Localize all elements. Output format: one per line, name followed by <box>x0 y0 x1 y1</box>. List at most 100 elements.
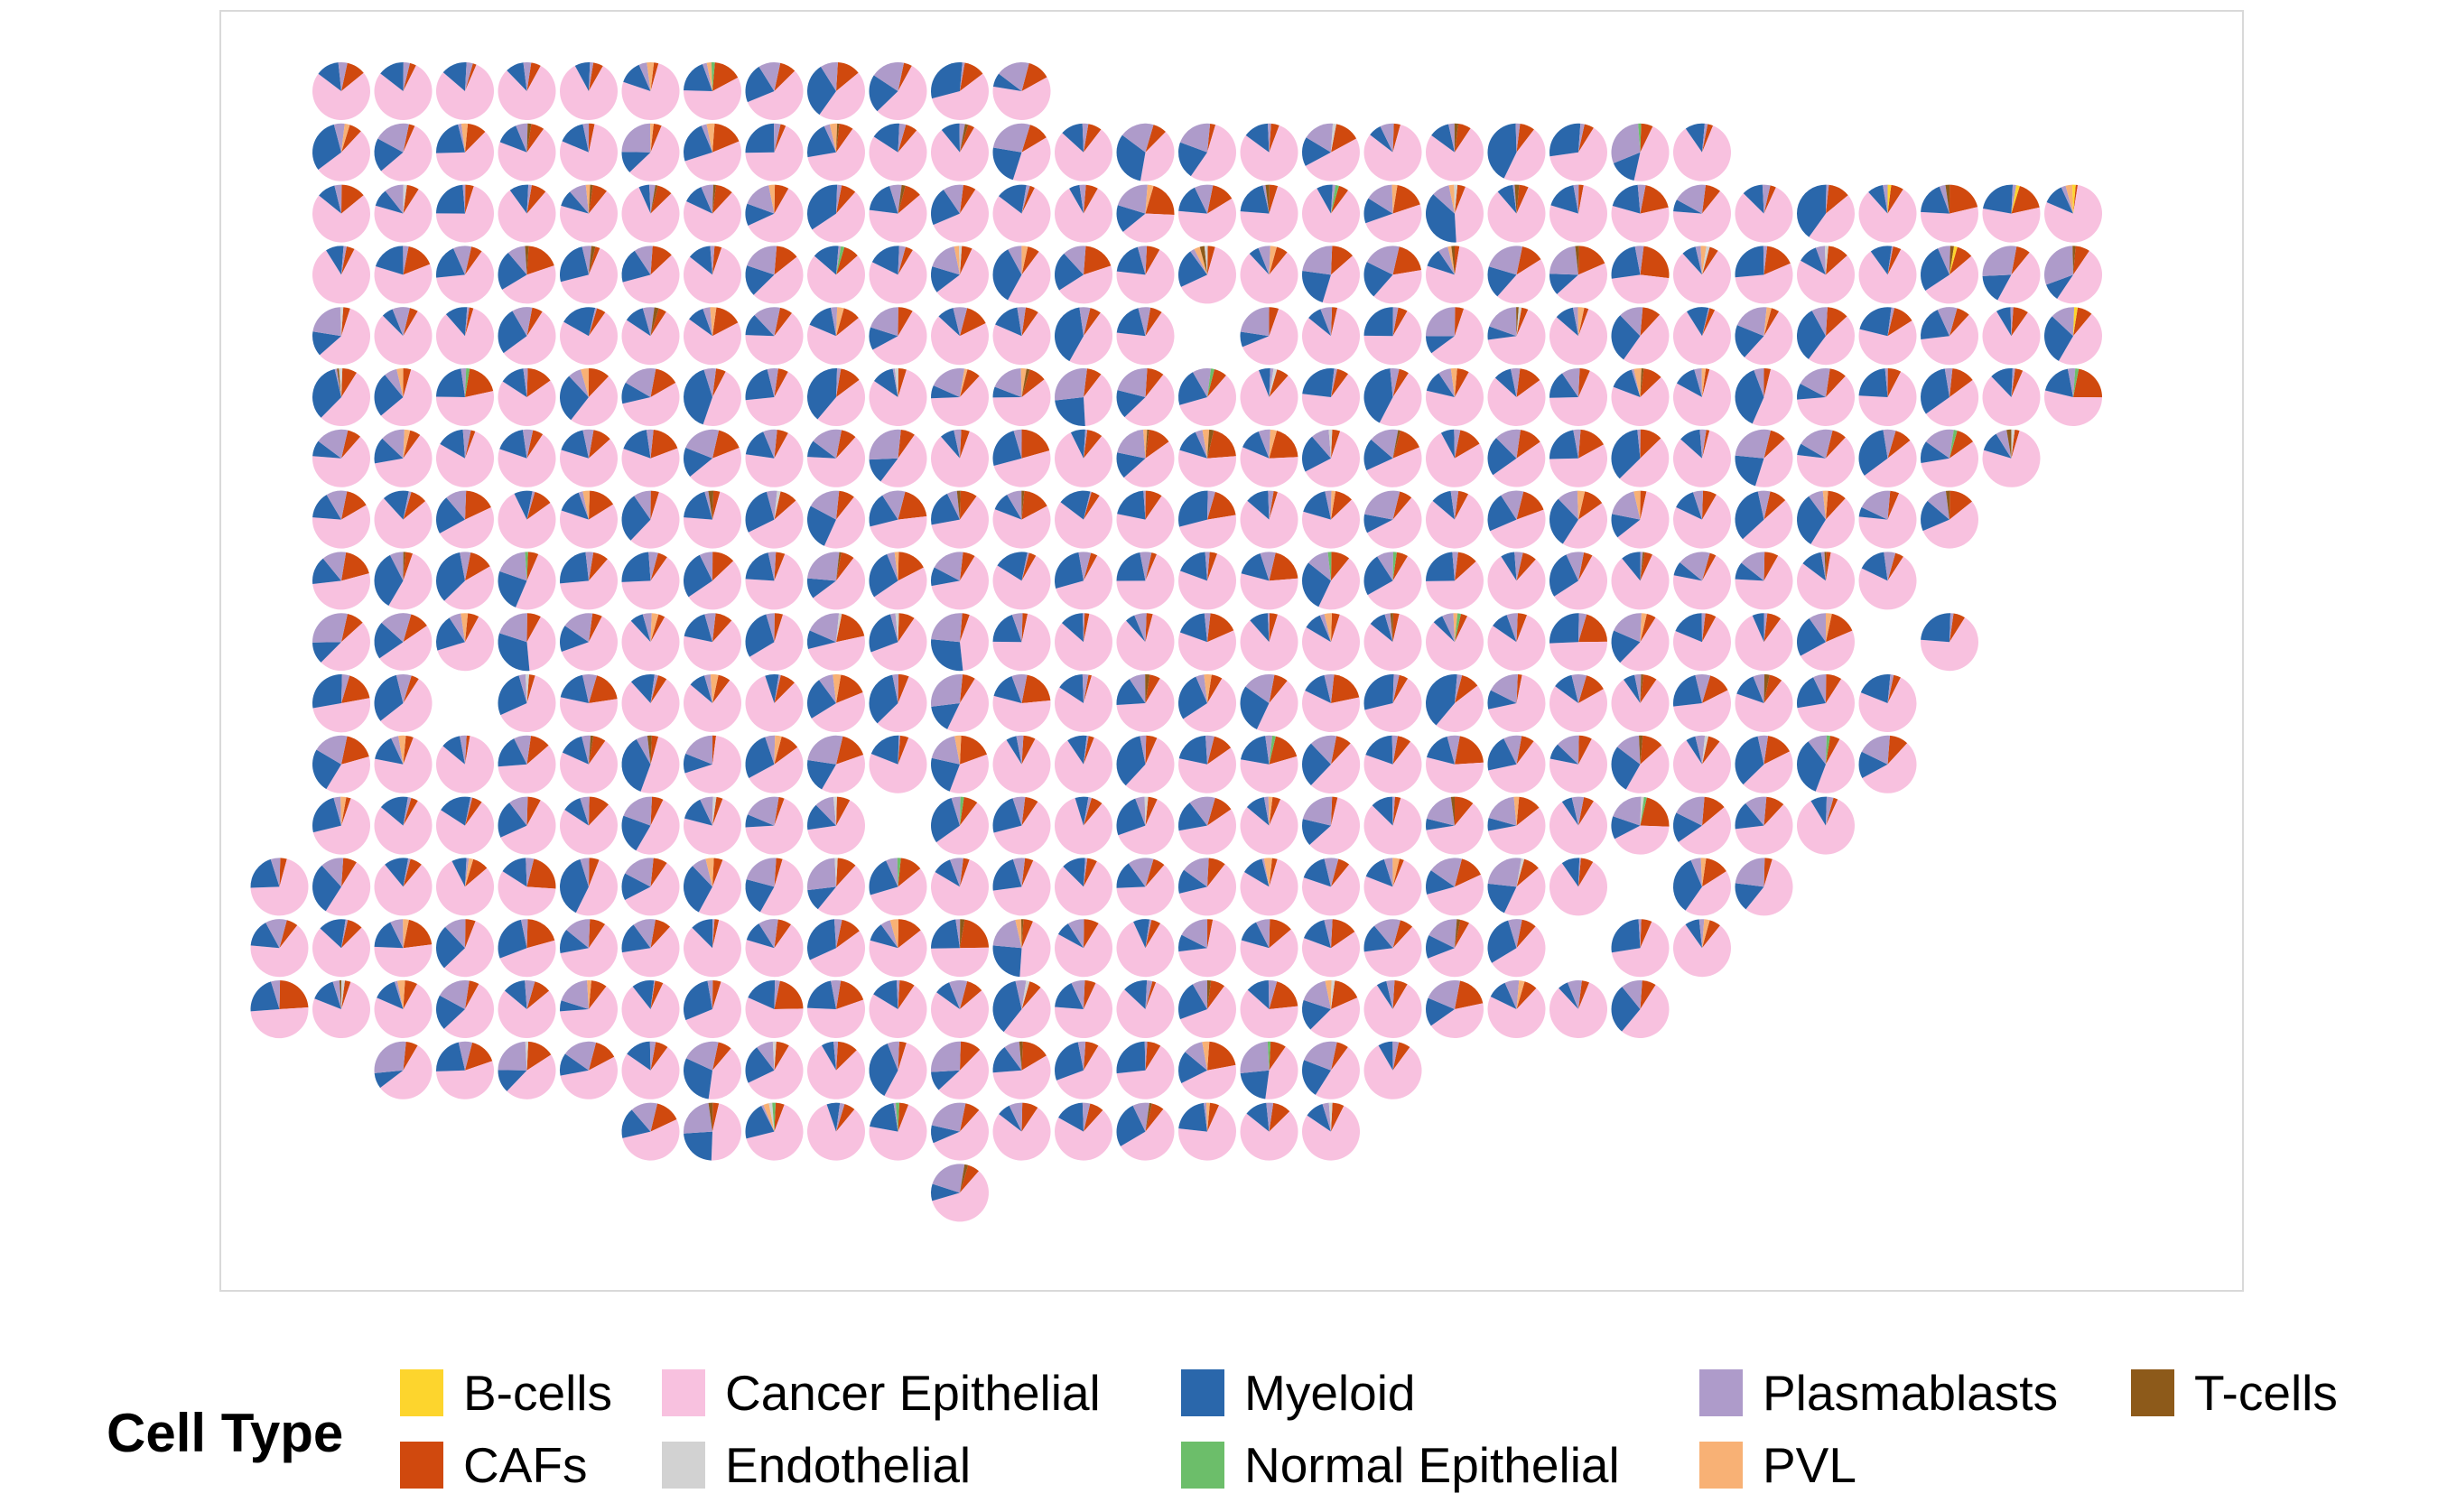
pie-slice-cafs <box>341 675 370 703</box>
pie-slice-cafs <box>1826 430 1846 459</box>
spot-pie <box>992 246 1051 304</box>
pie-slice-myeloid <box>995 307 1022 337</box>
pie-slice-cafs <box>774 674 795 703</box>
pie-slice-cancer-epithelial <box>931 947 990 978</box>
pie-slice-myeloid <box>1246 1102 1270 1132</box>
pie-slice-myeloid <box>1006 736 1022 765</box>
pie-slice-myeloid <box>689 309 712 337</box>
pie-slice-myeloid <box>561 492 589 520</box>
pie-slice-cafs <box>465 980 479 1009</box>
spot-pie <box>1982 429 2041 487</box>
pie-slice-cancer-epithelial <box>812 191 865 243</box>
pie-slice-cancer-epithelial <box>1549 801 1607 855</box>
pie-slice-cafs <box>712 62 739 91</box>
pie-slice-cafs <box>526 613 541 643</box>
spot-pie <box>435 307 494 366</box>
pie-slice-plasmablasts <box>509 796 528 826</box>
pie-slice-cancer-epithelial <box>443 983 495 1039</box>
pie-slice-cafs <box>403 62 416 91</box>
pie-slice-normal-epithelial <box>1826 735 1830 765</box>
pie-slice-plasmablasts <box>1637 429 1641 459</box>
pie-slice-plasmablasts <box>1320 307 1333 337</box>
pie-slice-cancer-epithelial <box>1373 270 1422 304</box>
pie-slice-cafs <box>1021 1041 1047 1071</box>
pie-slice-cancer-epithelial <box>1054 675 1112 732</box>
pie-slice-cafs <box>1331 736 1351 765</box>
pie-slice-myeloid <box>621 382 651 404</box>
pie-slice-plasmablasts <box>1132 1102 1149 1132</box>
pie-slice-cancer-epithelial <box>1240 756 1298 793</box>
pie-slice-cancer-epithelial <box>690 447 741 487</box>
pie-slice-cafs <box>1021 674 1051 703</box>
pie-slice-cafs <box>403 246 431 275</box>
pie-slice-cancer-epithelial <box>622 255 680 304</box>
spot-pie <box>930 858 989 916</box>
spot-pie <box>1797 307 1855 366</box>
spot-pie <box>1240 246 1298 304</box>
pie-slice-cancer-epithelial <box>498 380 556 427</box>
spot-pie <box>1054 246 1113 304</box>
legend-item-t-cells: T-cells <box>2131 1365 2338 1421</box>
pie-slice-myeloid <box>374 138 404 172</box>
pie-slice-cafs <box>650 614 665 643</box>
spot-pie <box>931 490 990 549</box>
pie-slice-t-cells <box>960 124 969 153</box>
spot-pie <box>1301 1041 1360 1099</box>
pie-slice-plasmablasts <box>1079 307 1091 337</box>
pie-slice-myeloid <box>1433 616 1455 643</box>
spot-pie <box>559 735 618 793</box>
pie-slice-pvl <box>1268 796 1273 826</box>
pie-slice-plasmablasts <box>1757 490 1771 520</box>
pie-slice-cancer-epithelial <box>1455 186 1484 243</box>
spot-pie <box>374 796 433 855</box>
pie-slice-cafs <box>1702 246 1718 275</box>
spot-pie <box>374 674 433 733</box>
legend-swatch-cafs <box>400 1442 443 1489</box>
pie-slice-cancer-epithelial <box>629 125 680 181</box>
pie-slice-cancer-epithelial <box>1116 982 1175 1038</box>
pie-slice-myeloid <box>1306 615 1331 643</box>
pie-slice-plasmablasts <box>1192 368 1212 397</box>
spot-pie <box>869 552 927 610</box>
pie-slice-plasmablasts <box>642 307 655 337</box>
pie-slice-myeloid <box>1116 1105 1146 1146</box>
pie-slice-myeloid <box>374 438 404 464</box>
spot-pie <box>1054 796 1112 855</box>
pie-slice-cafs <box>1455 796 1474 826</box>
pie-slice-myeloid <box>1673 561 1702 581</box>
pie-slice-plasmablasts <box>1883 184 1888 214</box>
pie-slice-pvl <box>1763 307 1772 337</box>
spot-pie <box>683 552 741 610</box>
spot-pie <box>436 1041 495 1099</box>
pie-slice-cafs <box>1392 980 1408 1009</box>
pie-slice-plasmablasts <box>1082 123 1089 153</box>
pie-slice-cafs <box>1392 368 1409 397</box>
pie-slice-plasmablasts <box>465 797 473 826</box>
pie-slice-myeloid <box>807 578 836 598</box>
pie-slice-cafs <box>650 308 666 337</box>
pie-slice-myeloid <box>745 368 775 401</box>
pie-slice-myeloid <box>684 369 712 425</box>
pie-slice-plasmablasts <box>748 796 779 826</box>
pie-slice-cancer-epithelial <box>516 554 556 610</box>
pie-slice-cancer-epithelial <box>992 738 1051 793</box>
pie-slice-cancer-epithelial <box>312 436 370 487</box>
pie-slice-cancer-epithelial <box>498 128 556 181</box>
pie-slice-cancer-epithelial <box>1301 188 1360 243</box>
pie-slice-cafs <box>898 919 921 949</box>
pie-slice-t-cells <box>1265 184 1270 214</box>
pie-slice-myeloid <box>1301 562 1331 608</box>
pie-slice-cancer-epithelial <box>436 802 495 855</box>
pie-slice-cancer-epithelial <box>683 680 741 733</box>
pie-slice-myeloid <box>930 62 963 99</box>
pie-slice-cancer-epithelial <box>1858 493 1917 549</box>
pie-slice-pvl <box>1640 613 1647 643</box>
pie-slice-plasmablasts <box>836 246 842 275</box>
pie-slice-plasmablasts <box>333 123 345 153</box>
pie-slice-cancer-epithelial <box>621 311 680 366</box>
pie-slice-b-cells <box>1887 184 1892 214</box>
spot-pie <box>1426 613 1484 672</box>
spot-pie <box>745 980 804 1039</box>
spot-pie <box>1178 674 1237 733</box>
spot-pie <box>2044 307 2102 366</box>
